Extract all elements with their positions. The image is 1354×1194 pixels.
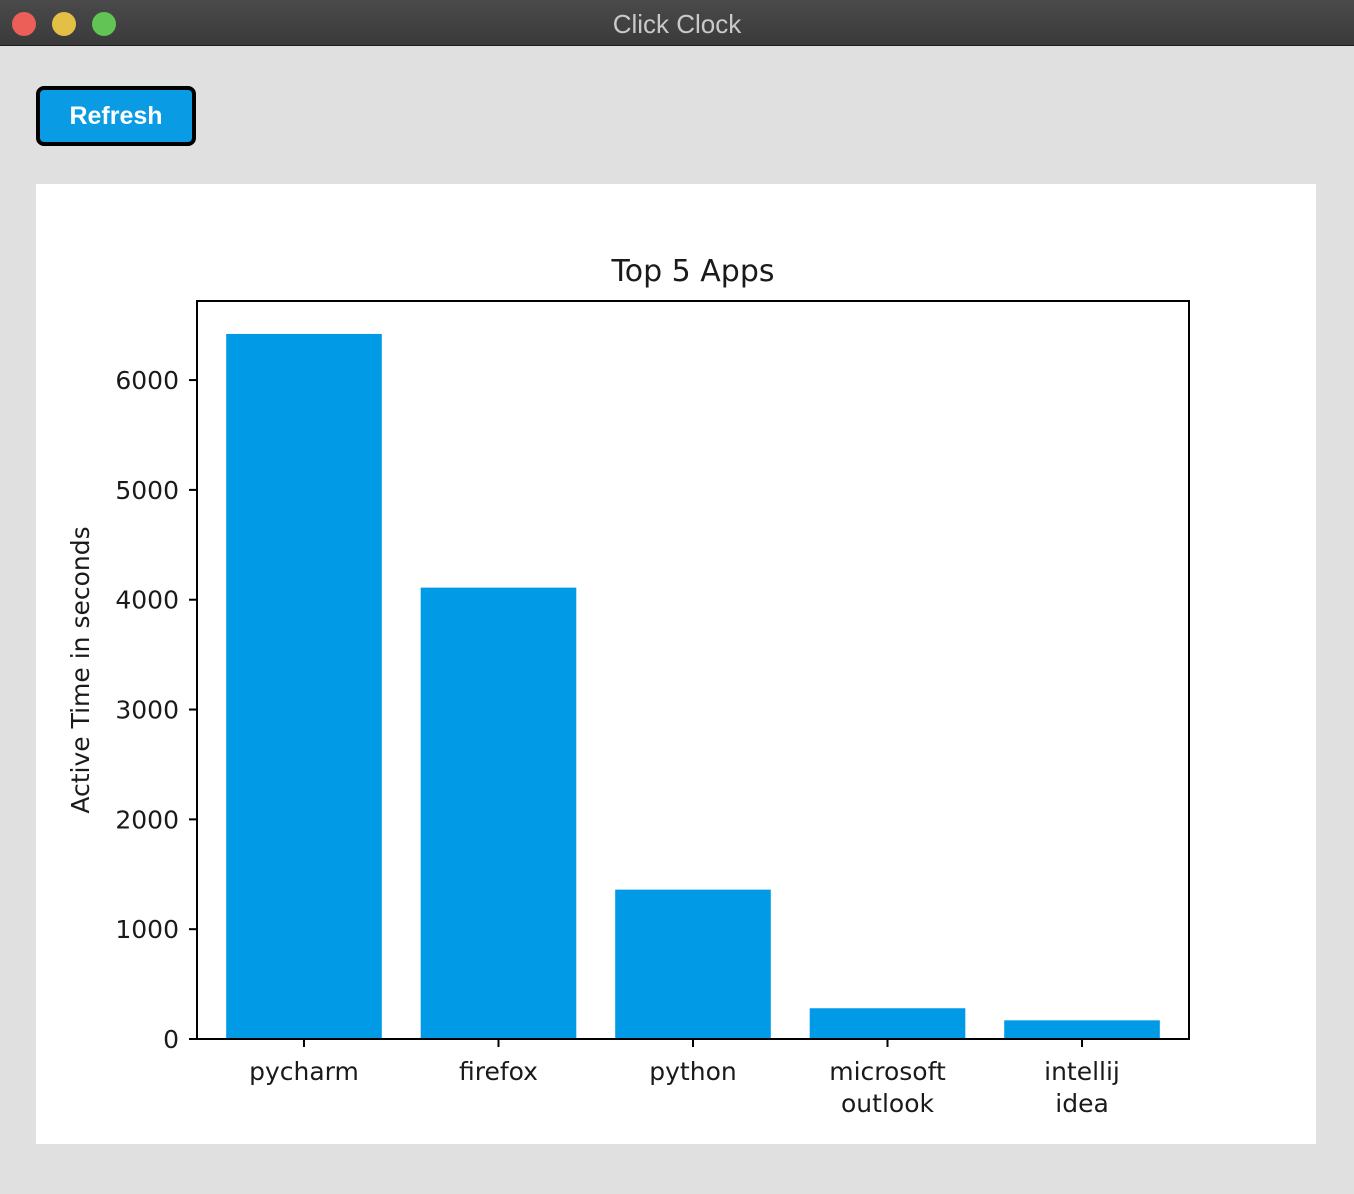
y-tick-label: 1000 [115, 915, 179, 944]
bar-firefox [420, 587, 577, 1039]
chart-panel: pycharm firefox python microsoft outlook inte… [36, 184, 1316, 1144]
x-tick-label-line: python [649, 1057, 736, 1086]
y-tick-label: 4000 [115, 586, 179, 615]
y-tick-label: 0 [163, 1025, 179, 1054]
window-title: Click Clock [612, 9, 742, 39]
x-tick-label-line: microsoft [829, 1057, 946, 1086]
zoom-window-button[interactable] [92, 12, 116, 36]
x-tick-label: microsoft outlook [829, 1057, 946, 1118]
bars-group [226, 333, 1160, 1039]
y-tick-label: 6000 [115, 366, 179, 395]
x-tick-label: firefox [459, 1057, 538, 1086]
x-tick-label-line: intellij [1044, 1057, 1120, 1086]
refresh-button[interactable]: Refresh [36, 86, 196, 146]
x-tick-label-line: idea [1055, 1089, 1109, 1118]
minimize-window-button[interactable] [52, 12, 76, 36]
title-bar[interactable]: Click Clock [0, 0, 1354, 46]
x-tick-label: pycharm [249, 1057, 359, 1086]
x-tick-label-line: pycharm [249, 1057, 359, 1086]
x-tick-label-line: outlook [841, 1089, 934, 1118]
y-tick-label: 3000 [115, 696, 179, 725]
axis-ticks-group: pycharm firefox python microsoft outlook inte… [115, 366, 1120, 1118]
x-tick-label-line: firefox [459, 1057, 538, 1086]
bar-python [615, 889, 771, 1039]
bar-intellij-idea [1004, 1020, 1160, 1039]
y-tick-label: 2000 [115, 805, 179, 834]
bar-pycharm [226, 333, 382, 1039]
y-axis-label: Active Time in seconds [66, 526, 95, 813]
x-tick-label: python [649, 1057, 736, 1086]
bar-chart: pycharm firefox python microsoft outlook inte… [66, 254, 1190, 1118]
bar-microsoft-outlook [809, 1008, 966, 1039]
chart-title: Top 5 Apps [610, 254, 774, 289]
close-window-button[interactable] [12, 12, 36, 36]
x-tick-label: intellij idea [1044, 1057, 1120, 1118]
refresh-button-label: Refresh [69, 101, 163, 130]
y-tick-label: 5000 [115, 476, 179, 505]
